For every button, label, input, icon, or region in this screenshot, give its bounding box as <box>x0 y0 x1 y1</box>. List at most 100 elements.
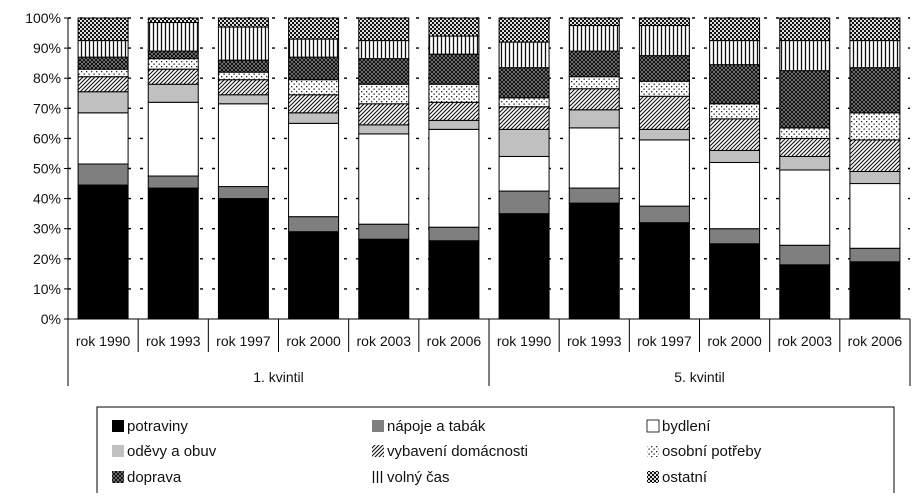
bar-segment <box>358 133 410 225</box>
legend-frame <box>96 406 895 498</box>
bar-segment <box>217 94 269 105</box>
bar-segment <box>779 137 831 157</box>
bar-segment <box>779 264 831 320</box>
group-label: 5. kvintil <box>674 369 725 385</box>
y-tick-label: 70% <box>33 100 61 116</box>
legend-swatch <box>112 445 124 457</box>
bar-segment <box>568 25 620 52</box>
legend-label: doprava <box>127 469 182 486</box>
bar-segment <box>638 80 690 97</box>
bar-segment <box>147 101 199 177</box>
y-tick-label: 90% <box>33 40 61 56</box>
bar-segment <box>358 40 410 60</box>
bar-segment <box>358 124 410 135</box>
bar-segment <box>498 67 550 99</box>
bar-segment <box>288 122 340 218</box>
bar-segment <box>849 17 901 42</box>
bar-segment <box>568 127 620 189</box>
y-tick-label: 100% <box>25 10 61 26</box>
bar-segment <box>358 223 410 240</box>
bar-segment <box>568 109 620 129</box>
bar-segment <box>709 161 761 230</box>
bar-segment <box>358 83 410 105</box>
bar-segment <box>217 17 269 28</box>
x-tick-label: rok 1993 <box>146 333 201 349</box>
bar-segment <box>779 244 831 266</box>
bar-segment <box>709 103 761 120</box>
bar-segment <box>638 55 690 82</box>
bar-segment <box>217 79 269 96</box>
bar-segment <box>288 216 340 233</box>
bar-segment <box>217 186 269 200</box>
bar-segment <box>288 79 340 96</box>
bar-segment <box>849 112 901 141</box>
bar-segment <box>147 58 199 70</box>
bar-segment <box>849 67 901 114</box>
bar-segment <box>779 40 831 72</box>
x-tick-label: rok 2000 <box>707 333 762 349</box>
bar-segment <box>288 94 340 114</box>
bar-segment <box>779 169 831 246</box>
legend-swatch <box>647 445 659 457</box>
bar-segment <box>217 103 269 188</box>
legend-swatch <box>372 445 384 457</box>
bar-segment <box>428 17 480 37</box>
bar-segment <box>147 50 199 60</box>
bar-segment <box>147 83 199 103</box>
bar-segment <box>849 40 901 69</box>
legend-label: osobní potřeby <box>662 443 762 460</box>
bar-segment <box>568 17 620 27</box>
bar-segment <box>428 119 480 130</box>
bar-segment <box>568 202 620 320</box>
bar-segment <box>779 155 831 171</box>
bar-segment <box>358 103 410 126</box>
y-tick-label: 10% <box>33 281 61 297</box>
bar-segment <box>709 149 761 163</box>
legend: potraviny nápoje a tabák bydlení oděvy a ob… <box>96 406 895 498</box>
bar-segment <box>849 183 901 249</box>
bar-segment <box>77 91 129 114</box>
y-tick-label: 0% <box>41 311 61 327</box>
bar-segment <box>77 163 129 186</box>
y-tick-label: 80% <box>33 70 61 86</box>
bar-segment <box>147 68 199 85</box>
legend-label: volný čas <box>387 469 450 486</box>
bar-segment <box>358 58 410 85</box>
bar-segment <box>147 17 199 24</box>
x-tick-label: rok 1990 <box>76 333 131 349</box>
bar-segment <box>77 76 129 93</box>
x-tick-label: rok 1990 <box>497 333 552 349</box>
x-tick-label: rok 2003 <box>778 333 833 349</box>
legend-swatch <box>112 420 124 432</box>
legend-label: nápoje a tabák <box>387 418 486 435</box>
y-tick-label: 40% <box>33 191 61 207</box>
bar-segment <box>568 88 620 111</box>
y-tick-label: 30% <box>33 221 61 237</box>
bar-segment <box>568 50 620 78</box>
legend-swatch <box>646 419 660 433</box>
bars-layer <box>77 17 901 320</box>
bar-segment <box>638 139 690 207</box>
x-tick-label: rok 1993 <box>567 333 622 349</box>
bar-segment <box>358 17 410 42</box>
bar-segment <box>709 118 761 151</box>
bar-segment <box>568 187 620 204</box>
axis-layer: 0% 10% 20% 30% 40% 50% 60% 70% 80% 90% 100% rok 199… <box>25 10 911 386</box>
bar-segment <box>288 17 340 40</box>
bar-segment <box>568 76 620 90</box>
bar-segment <box>217 198 269 320</box>
bar-segment <box>358 238 410 320</box>
bar-segment <box>147 175 199 189</box>
bar-segment <box>147 22 199 52</box>
bar-segment <box>428 226 480 242</box>
x-tick-label: rok 2000 <box>286 333 341 349</box>
bar-segment <box>498 17 550 43</box>
x-tick-label: rok 1997 <box>216 333 271 349</box>
x-tick-label: rok 2003 <box>357 333 412 349</box>
bar-segment <box>709 243 761 320</box>
bar-segment <box>77 17 129 42</box>
bar-segment <box>77 56 129 70</box>
bar-segment <box>288 231 340 320</box>
